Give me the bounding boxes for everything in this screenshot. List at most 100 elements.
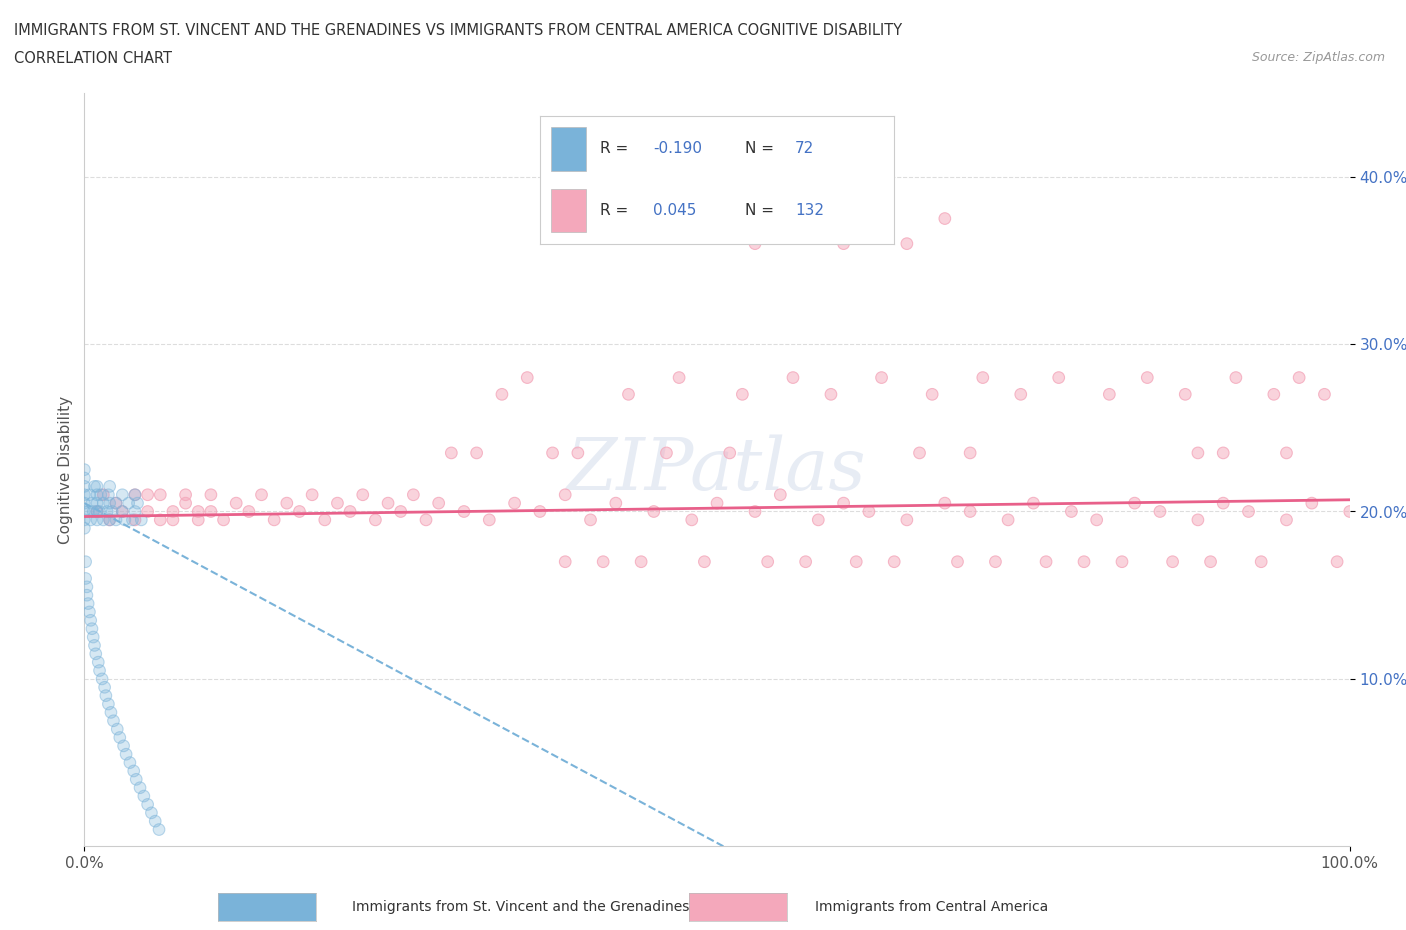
Point (427, 496, 450, 511)
Point (79, 604, 101, 619)
Point (934, 211, 956, 226)
Point (352, 487, 374, 502)
Point (98, 512, 121, 527)
Point (112, 738, 135, 753)
Point (883, 554, 905, 569)
Point (90, 487, 112, 502)
Point (554, 554, 576, 569)
Point (132, 789, 155, 804)
Point (377, 496, 399, 511)
Point (1339, 504, 1361, 519)
Point (541, 445, 564, 460)
Point (75, 571, 97, 586)
Point (97, 487, 120, 502)
Point (579, 512, 602, 527)
Point (73, 521, 96, 536)
Point (125, 772, 148, 787)
Point (86, 496, 108, 511)
Point (149, 487, 172, 502)
Point (782, 370, 804, 385)
Point (326, 496, 349, 511)
Point (896, 512, 918, 527)
Point (554, 487, 576, 502)
Point (136, 504, 159, 519)
Point (1060, 504, 1083, 519)
Point (89, 663, 111, 678)
Point (529, 504, 551, 519)
Point (491, 387, 513, 402)
Point (744, 236, 766, 251)
Point (238, 504, 260, 519)
Point (301, 487, 323, 502)
Point (1212, 445, 1234, 460)
Point (108, 730, 131, 745)
Point (769, 211, 792, 226)
Point (103, 713, 125, 728)
Point (427, 496, 450, 511)
Point (567, 445, 589, 460)
Point (77, 596, 100, 611)
Point (75, 571, 97, 586)
Point (125, 772, 148, 787)
Point (86, 479, 108, 494)
Point (124, 487, 146, 502)
Point (136, 487, 159, 502)
Point (103, 713, 125, 728)
Point (93, 512, 115, 527)
Point (1250, 554, 1272, 569)
Point (1326, 554, 1348, 569)
Point (111, 504, 134, 519)
Point (314, 512, 336, 527)
Point (100, 705, 122, 720)
Point (86, 504, 108, 519)
Point (845, 554, 868, 569)
Point (1111, 554, 1133, 569)
Point (1187, 445, 1209, 460)
Point (643, 504, 665, 519)
Point (94, 688, 117, 703)
Point (105, 496, 127, 511)
Point (503, 496, 526, 511)
Point (693, 554, 716, 569)
Point (782, 370, 804, 385)
Point (1060, 504, 1083, 519)
Point (1250, 554, 1272, 569)
Point (794, 554, 817, 569)
Point (86, 496, 108, 511)
Text: IMMIGRANTS FROM ST. VINCENT AND THE GRENADINES VS IMMIGRANTS FROM CENTRAL AMERIC: IMMIGRANTS FROM ST. VINCENT AND THE GREN… (14, 23, 903, 38)
Point (82, 630, 104, 644)
Point (1047, 370, 1070, 385)
Point (655, 445, 678, 460)
Point (73, 471, 96, 485)
Point (129, 512, 153, 527)
Point (98, 479, 121, 494)
Point (1187, 445, 1209, 460)
Point (87, 655, 110, 670)
Point (250, 487, 273, 502)
Point (124, 487, 146, 502)
Point (111, 504, 134, 519)
Point (91, 671, 114, 686)
Point (80, 496, 103, 511)
Point (339, 504, 361, 519)
Point (415, 512, 437, 527)
Point (86, 479, 108, 494)
Point (1326, 554, 1348, 569)
Point (1022, 496, 1045, 511)
Point (136, 797, 159, 812)
Point (83, 479, 105, 494)
Point (465, 445, 488, 460)
Point (1212, 445, 1234, 460)
Point (718, 445, 741, 460)
Point (105, 722, 128, 737)
Point (111, 487, 134, 502)
Point (212, 512, 235, 527)
Point (129, 780, 152, 795)
Point (162, 504, 184, 519)
Point (643, 504, 665, 519)
Point (1111, 554, 1133, 569)
Point (98, 512, 121, 527)
Point (118, 755, 141, 770)
Point (276, 496, 298, 511)
Point (93, 512, 115, 527)
